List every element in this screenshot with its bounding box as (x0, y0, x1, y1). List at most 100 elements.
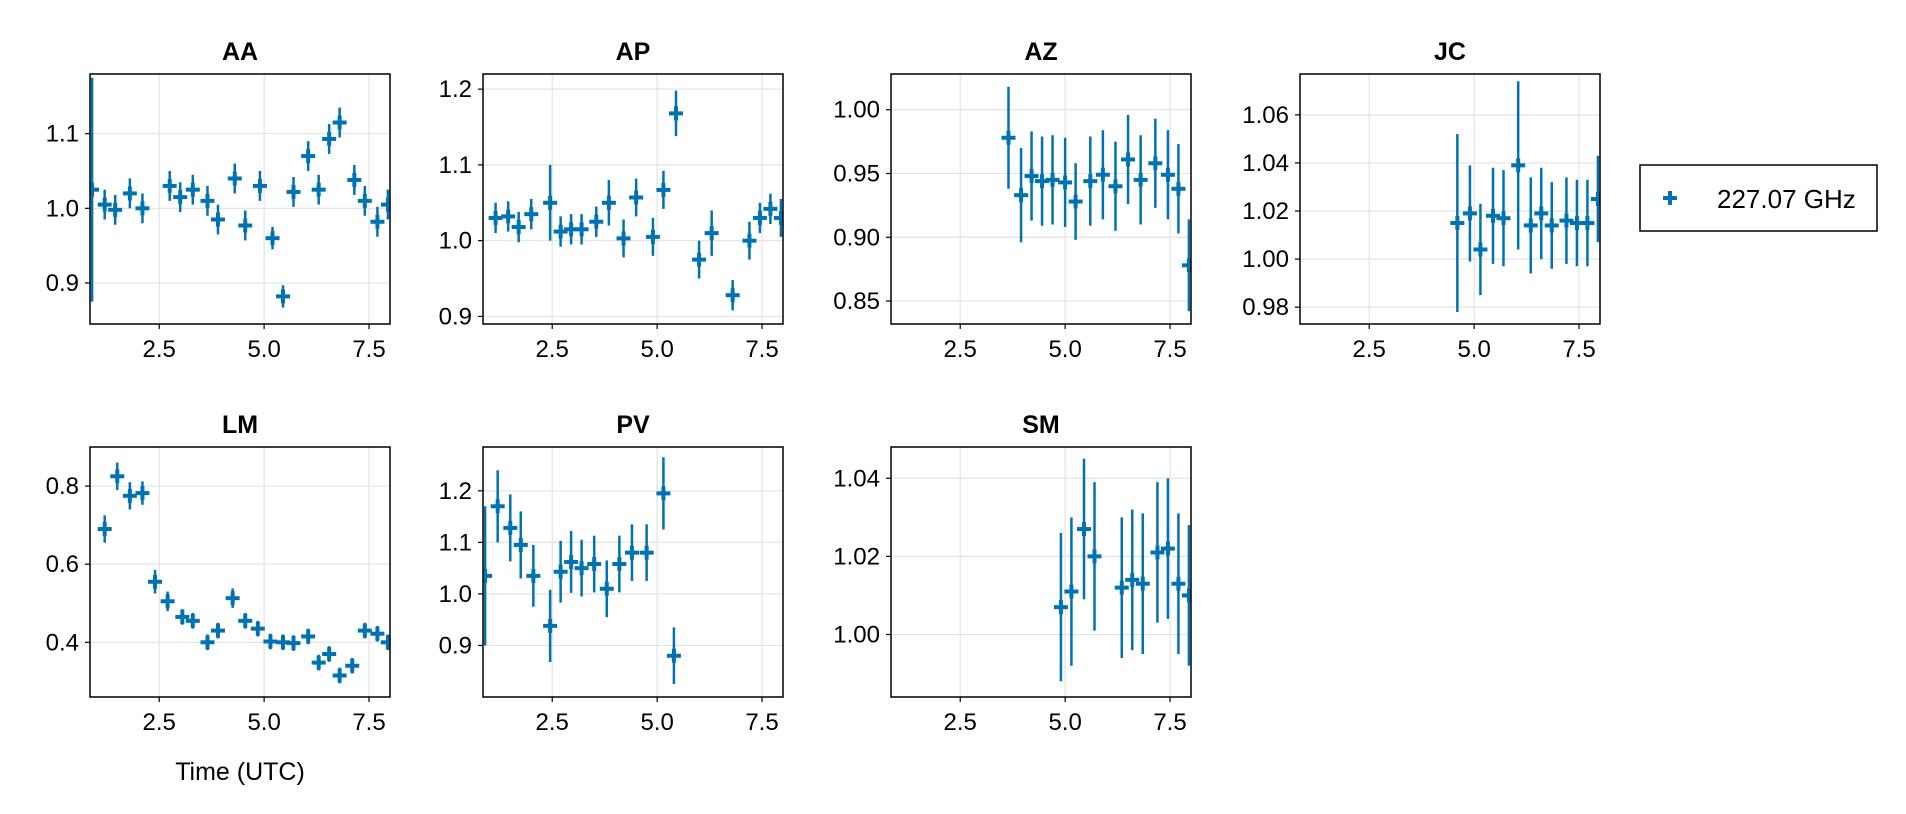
data-point (488, 202, 503, 234)
data-point (1160, 130, 1175, 220)
y-tick-label: 1.00 (833, 97, 880, 124)
gridlines-pv (483, 447, 783, 697)
data-point (97, 189, 112, 220)
data-point (210, 204, 225, 235)
data-point (1045, 135, 1060, 225)
legend: 227.07 GHz (1639, 164, 1878, 232)
data-point (265, 226, 280, 250)
data-point (286, 176, 301, 207)
y-tick-label: 1.1 (439, 529, 472, 556)
data-point (629, 178, 644, 217)
data-point (587, 535, 602, 593)
y-tick-label: 1.04 (833, 465, 880, 492)
data-point (513, 511, 528, 579)
y-tick-label: 1.2 (439, 478, 472, 505)
data-point (483, 506, 493, 646)
data-point (1001, 86, 1016, 189)
ticks-aa: 2.5 5.0 7.5 0.9 1.0 1.1 (46, 121, 386, 363)
data-point (612, 535, 627, 593)
y-tick-label: 1.0 (439, 581, 472, 608)
data-point (252, 171, 267, 201)
y-tick-label: 0.85 (833, 288, 880, 315)
panel-title-lm: LM (222, 411, 258, 439)
data-point (1068, 163, 1083, 240)
data-point (1160, 478, 1175, 619)
data-points-pv (483, 457, 681, 685)
data-point (1114, 517, 1129, 658)
y-tick-label: 1.02 (1242, 198, 1289, 225)
y-tick-label: 1.0 (46, 195, 79, 222)
data-point (564, 531, 579, 593)
x-tick-label: 7.5 (1562, 336, 1595, 363)
panel-title-sm: SM (1022, 411, 1060, 439)
panel-title-az: AZ (1024, 38, 1057, 66)
data-point (763, 193, 778, 224)
data-point (185, 613, 200, 629)
data-point (380, 189, 390, 220)
data-point (656, 457, 671, 530)
panel-sm: 2.5 5.0 7.5 1.00 1.02 1.04 SM (833, 411, 1192, 736)
data-point (1534, 167, 1549, 260)
y-tick-label: 0.9 (439, 632, 472, 659)
panel-title-ap: AP (616, 38, 651, 66)
data-point (645, 217, 660, 256)
data-point (135, 481, 150, 505)
data-point (1473, 203, 1488, 296)
data-point (503, 494, 518, 562)
data-point (162, 171, 177, 201)
data-point (543, 589, 558, 662)
data-point (135, 193, 150, 224)
axes-frame-jc (1299, 73, 1601, 325)
data-point (263, 633, 278, 650)
axes-frame-sm (890, 446, 1192, 698)
legend-label: 227.07 GHz (1717, 184, 1856, 214)
data-point (1450, 134, 1465, 312)
data-point (1095, 130, 1110, 220)
x-tick-label: 7.5 (1153, 709, 1186, 736)
x-tick-label: 7.5 (352, 336, 385, 363)
data-point (574, 214, 589, 245)
data-point (322, 646, 337, 662)
data-points-ap (488, 90, 783, 311)
data-point (1083, 136, 1098, 226)
data-point (1486, 167, 1501, 264)
data-point (692, 240, 707, 279)
data-point (1133, 135, 1148, 225)
data-point (1150, 482, 1165, 623)
data-point (332, 107, 347, 138)
data-point (347, 165, 362, 195)
data-point (1580, 179, 1595, 267)
data-point (175, 609, 190, 625)
gridlines-sm (891, 447, 1191, 697)
y-tick-label: 0.8 (46, 473, 79, 500)
ticks-pv: 2.5 5.0 7.5 0.9 1.0 1.1 1.2 (439, 478, 779, 736)
y-tick-label: 1.1 (439, 152, 472, 179)
axes-frame-lm (89, 446, 391, 698)
data-points-sm (1053, 458, 1191, 682)
panel-pv: 2.5 5.0 7.5 0.9 1.0 1.1 1.2 PV (439, 411, 784, 736)
x-tick-label: 5.0 (247, 336, 280, 363)
data-point (752, 202, 767, 234)
x-tick-label: 5.0 (1048, 709, 1081, 736)
data-points-az (1001, 86, 1191, 312)
x-axis-label: Time (UTC) (175, 758, 305, 786)
data-point (173, 182, 188, 213)
panel-ap: 2.5 5.0 7.5 0.9 1.0 1.1 1.2 AP (439, 38, 784, 363)
data-point (370, 625, 385, 642)
data-point (1064, 517, 1079, 666)
data-point (110, 462, 125, 490)
y-tick-label: 1.06 (1242, 102, 1289, 129)
data-point (624, 524, 639, 582)
data-point (200, 634, 215, 651)
ticks-sm: 2.5 5.0 7.5 1.00 1.02 1.04 (833, 465, 1186, 736)
data-point (1181, 525, 1191, 666)
data-point (1544, 182, 1559, 269)
data-point (1024, 131, 1039, 221)
data-point (1171, 513, 1186, 655)
data-point (553, 540, 568, 603)
data-point (380, 634, 390, 651)
data-point (725, 280, 740, 311)
data-point (200, 185, 215, 216)
data-points-lm (97, 462, 390, 684)
